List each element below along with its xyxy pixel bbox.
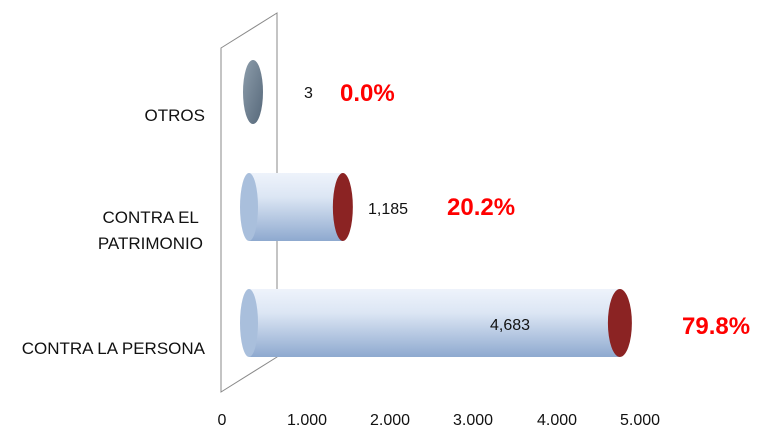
x-tick-3000: 3.000 [453, 412, 493, 429]
bar-otros [243, 60, 263, 124]
percent-label-contra-el-patrimonio: 20.2% [447, 194, 515, 221]
category-label-otros: OTROS [145, 106, 205, 125]
percent-label-contra-la-persona: 79.8% [682, 313, 750, 340]
percent-label-otros: 0.0% [340, 80, 395, 107]
x-tick-1000: 1.000 [287, 412, 327, 429]
value-label-contra-la-persona: 4,683 [490, 317, 530, 334]
bar-contra-el-patrimonio [240, 173, 353, 241]
value-label-contra-el-patrimonio: 1,185 [368, 201, 408, 218]
value-label-otros: 3 [304, 85, 313, 102]
x-tick-5000: 5.000 [620, 412, 660, 429]
x-tick-2000: 2.000 [370, 412, 410, 429]
x-tick-0: 0 [218, 412, 227, 429]
category-label-contra-el-patrimonio: CONTRA EL PATRIMONIO [98, 208, 203, 253]
category-label-contra-la-persona: CONTRA LA PERSONA [22, 339, 206, 358]
bar-contra-la-persona [240, 289, 632, 357]
x-tick-4000: 4.000 [537, 412, 577, 429]
